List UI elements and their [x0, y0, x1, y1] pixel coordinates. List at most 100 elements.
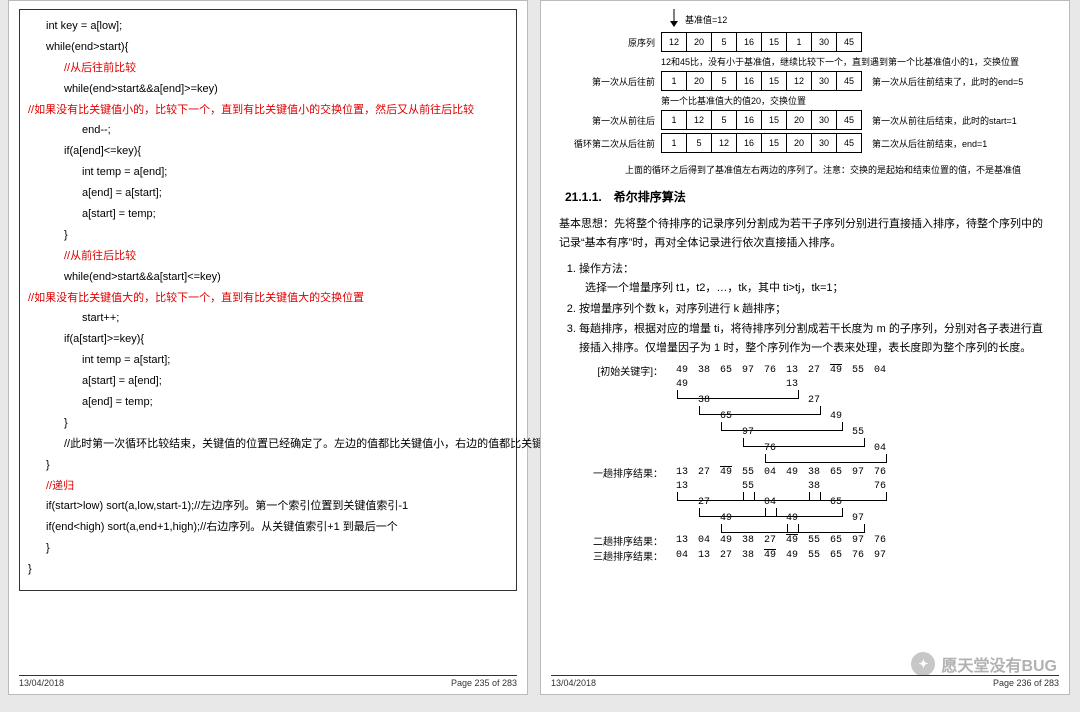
- shell-num: 65: [825, 550, 847, 561]
- code-line: if(a[start]>=key){: [28, 329, 508, 350]
- array-row-label: 循环第二次从后往前: [555, 137, 661, 150]
- step-item: 操作方法：选择一个增量序列 t1，t2，…，tk，其中 ti>tj，tk=1；: [579, 260, 1051, 297]
- wechat-icon: ✦: [911, 652, 935, 676]
- shell-num: 97: [847, 467, 869, 478]
- shell-num: 49: [781, 467, 803, 478]
- shell-num: 04: [869, 443, 891, 454]
- shell-num: 97: [847, 513, 869, 524]
- shell-num: 38: [803, 467, 825, 478]
- shell-num: 49: [715, 467, 737, 478]
- shell-num: 55: [847, 427, 869, 438]
- shell-num: 38: [737, 550, 759, 561]
- shell-num: 76: [847, 550, 869, 561]
- step-item: 每趟排序，根据对应的增量 ti，将待排序列分割成若干长度为 m 的子序列，分别对…: [579, 320, 1051, 357]
- shell-num: 27: [693, 497, 715, 508]
- shell-num: 38: [737, 535, 759, 546]
- array-cell: 1: [661, 110, 687, 130]
- shell-num: 49: [671, 365, 693, 376]
- shell-num: 04: [759, 497, 781, 508]
- array-cell: 1: [661, 71, 687, 91]
- code-line: a[end] = temp;: [28, 392, 508, 413]
- shell-num: 49: [715, 513, 737, 524]
- code-line: //如果没有比关键值大的，比较下一个，直到有比关键值大的交换位置: [28, 288, 508, 309]
- shell-num: 04: [759, 467, 781, 478]
- code-line: int temp = a[start];: [28, 350, 508, 371]
- code-line: int temp = a[end];: [28, 162, 508, 183]
- code-line: start++;: [28, 308, 508, 329]
- shell-num: 13: [671, 481, 693, 492]
- shell-num: 55: [737, 481, 759, 492]
- array-cell: 20: [687, 71, 712, 91]
- shell-num: 38: [693, 365, 715, 376]
- diagram-note: 第一个比基准值大的值20，交换位置: [661, 94, 1055, 107]
- code-line: a[start] = temp;: [28, 204, 508, 225]
- shell-num: 49: [825, 411, 847, 422]
- array-cell: 15: [762, 71, 787, 91]
- shell-num: 27: [803, 395, 825, 406]
- arrow-down-icon: [667, 9, 681, 29]
- step-item: 按增量序列个数 k，对序列进行 k 趟排序；: [579, 300, 1051, 319]
- array-cell: 12: [787, 71, 812, 91]
- code-line: int key = a[low];: [28, 16, 508, 37]
- array-cell: 45: [837, 110, 862, 130]
- shell-num: 27: [803, 365, 825, 376]
- quicksort-diagram: 基准值=12 原序列1220516151304512和45比，没有小于基准值，继…: [555, 9, 1055, 153]
- array-cell: 20: [787, 133, 812, 153]
- section-heading: 21.1.1. 希尔排序算法: [565, 188, 1055, 205]
- array-cell: 5: [712, 110, 737, 130]
- shell-num: 04: [671, 550, 693, 561]
- shell-num: 76: [759, 443, 781, 454]
- array-cell: 5: [712, 32, 737, 52]
- shell-num: 27: [715, 550, 737, 561]
- footer-left: 13/04/2018 Page 235 of 283: [19, 675, 517, 688]
- shell-num: 49: [671, 379, 693, 390]
- array-cell: 12: [687, 110, 712, 130]
- footer-right: 13/04/2018 Page 236 of 283: [551, 675, 1059, 688]
- code-line: if(start>low) sort(a,low,start-1);//左边序列…: [28, 496, 508, 517]
- shell-num: 97: [869, 550, 891, 561]
- shell-num: 13: [781, 365, 803, 376]
- page-right: 基准值=12 原序列1220516151304512和45比，没有小于基准值，继…: [540, 0, 1070, 695]
- code-line: a[start] = a[end];: [28, 371, 508, 392]
- right-content: 基准值=12 原序列1220516151304512和45比，没有小于基准值，继…: [541, 1, 1069, 572]
- code-line: }: [28, 559, 508, 580]
- array-cell: 15: [762, 133, 787, 153]
- array-cell: 1: [661, 133, 687, 153]
- shell-init-label: [初始关键字]：: [575, 363, 671, 378]
- array-cell: 20: [687, 32, 712, 52]
- code-line: while(end>start&&a[end]>=key): [28, 79, 508, 100]
- shell-num: 13: [671, 535, 693, 546]
- shell-num: 49: [781, 550, 803, 561]
- footer-page-r: Page 236 of 283: [993, 678, 1059, 688]
- code-line: }: [28, 538, 508, 559]
- shell-num: 76: [869, 467, 891, 478]
- shell-num: 55: [803, 550, 825, 561]
- code-line: end--;: [28, 120, 508, 141]
- code-line: while(end>start){: [28, 37, 508, 58]
- footer-date-r: 13/04/2018: [551, 678, 596, 688]
- shell-num: 55: [737, 467, 759, 478]
- steps-list: 操作方法：选择一个增量序列 t1，t2，…，tk，其中 ti>tj，tk=1； 按…: [579, 260, 1051, 357]
- summary-note: 上面的循环之后得到了基准值左右两边的序列了。注意：交换的是起始和结束位置的值，不…: [625, 163, 1055, 176]
- shell-num: 04: [693, 535, 715, 546]
- array-cell: 5: [712, 71, 737, 91]
- code-block: int key = a[low];while(end>start){//从后往前…: [19, 9, 517, 591]
- shell-num: 97: [737, 427, 759, 438]
- array-cell: 16: [737, 133, 762, 153]
- shell-num: 55: [847, 365, 869, 376]
- array-cell: 1: [787, 32, 812, 52]
- shell-num: 27: [759, 535, 781, 546]
- shell-num: 55: [803, 535, 825, 546]
- array-cell: 30: [812, 32, 837, 52]
- shell-pass3-label: 三趟排序结果：: [575, 548, 671, 563]
- shell-num: 38: [803, 481, 825, 492]
- code-line: a[end] = a[start];: [28, 183, 508, 204]
- watermark-text: 愿天堂没有BUG: [941, 652, 1057, 676]
- array-cell: 12: [661, 32, 687, 52]
- array-row-label: 第一次从前往后: [555, 114, 661, 127]
- array-cell: 15: [762, 32, 787, 52]
- code-line: //从前往后比较: [28, 246, 508, 267]
- code-line: }: [28, 455, 508, 476]
- array-row-note: 第一次从后往前结束了，此时的end=5: [872, 75, 1055, 88]
- array-row: 循环第二次从后往前15121615203045第二次从后往前结束，end=1: [555, 133, 1055, 153]
